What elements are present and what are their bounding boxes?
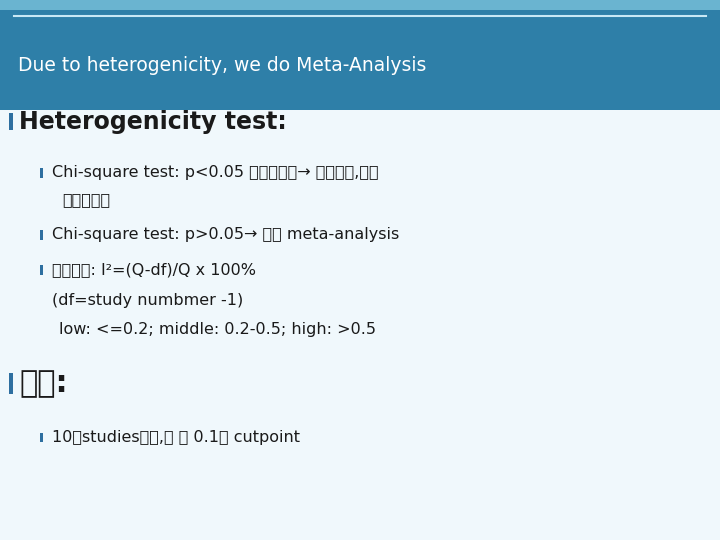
Bar	[40, 230, 43, 240]
Text: Chi-square test: p<0.05 異質性過高→ 個別分析,評估: Chi-square test: p<0.05 異質性過高→ 個別分析,評估	[52, 165, 379, 180]
Bar	[0, 10, 720, 110]
Bar	[0, 0, 720, 10]
Text: 異質程度: I²=(Q-df)/Q x 100%: 異質程度: I²=(Q-df)/Q x 100%	[52, 262, 256, 278]
Text: Due to heterogenicity, we do Meta-Analysis: Due to heterogenicity, we do Meta-Analys…	[18, 56, 426, 75]
Bar	[40, 433, 43, 442]
Text: (df=study numbmer -1): (df=study numbmer -1)	[52, 293, 243, 308]
Text: Chi-square test: p>0.05→ 進入 meta-analysis: Chi-square test: p>0.05→ 進入 meta-analysi…	[52, 227, 399, 242]
Bar	[0, 110, 720, 540]
Text: Heterogenicity test:: Heterogenicity test:	[19, 110, 287, 133]
Bar	[9, 113, 13, 130]
Bar	[9, 373, 13, 394]
Text: low: <=0.2; middle: 0.2-0.5; high: >0.5: low: <=0.2; middle: 0.2-0.5; high: >0.5	[59, 322, 376, 337]
Text: 10篹studies以下,改 用 0.1當 cutpoint: 10篹studies以下,改 用 0.1當 cutpoint	[52, 430, 300, 445]
Bar	[40, 168, 43, 178]
Text: 但書:: 但書:	[19, 369, 68, 398]
Bar	[40, 265, 43, 275]
Text: 異質性來源: 異質性來源	[63, 192, 111, 207]
